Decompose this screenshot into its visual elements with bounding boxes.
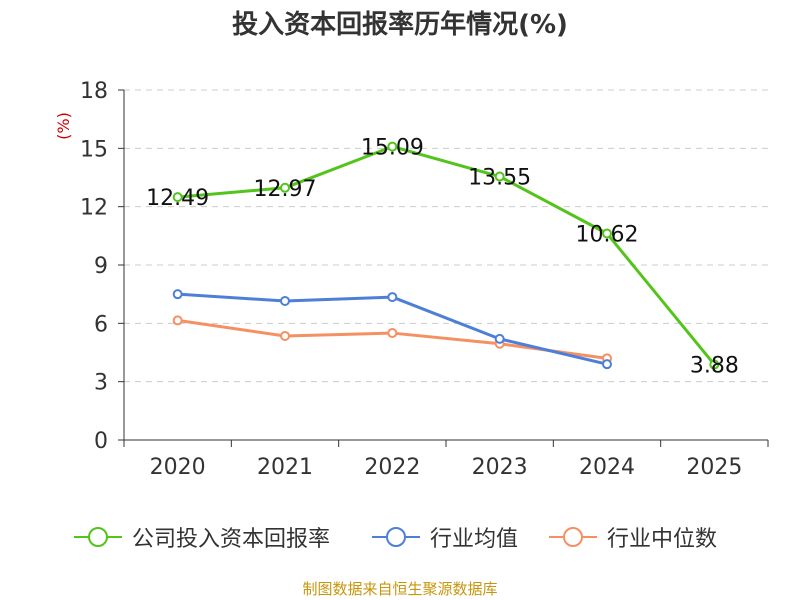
y-tick-label: 12 <box>80 196 108 221</box>
data-label: 15.09 <box>361 136 424 161</box>
legend-item-industry-mean[interactable]: 行业均值 <box>370 520 518 554</box>
data-point-2 <box>387 328 398 339</box>
data-point-0 <box>494 171 505 182</box>
series-line-2 <box>177 318 608 360</box>
data-point-0 <box>280 182 290 193</box>
y-tick-label: 9 <box>94 254 108 279</box>
legend: 公司投入资本回报率 行业均值 行业中位数 <box>0 520 800 554</box>
data-point-1 <box>494 333 505 344</box>
data-point-0 <box>602 228 612 239</box>
legend-swatch-industry-median-icon <box>549 527 597 547</box>
data-point-2 <box>172 315 183 326</box>
chart-title: 投入资本回报率历年情况(%) <box>232 10 568 40</box>
data-label: 13.55 <box>468 166 531 191</box>
legend-swatch-industry-mean-icon <box>372 527 420 547</box>
legend-swatch-company-icon <box>74 527 122 547</box>
y-tick-label: 15 <box>80 137 108 162</box>
data-point-1 <box>172 289 183 300</box>
data-point-1 <box>280 295 290 306</box>
data-point-0 <box>387 141 398 152</box>
x-tick-label: 2020 <box>150 455 206 480</box>
y-tick-label: 18 <box>80 79 108 104</box>
data-label: 3.88 <box>690 354 739 379</box>
data-label: 12.97 <box>254 177 317 202</box>
x-tick-label: 2023 <box>472 455 528 480</box>
data-label: 12.49 <box>146 186 209 211</box>
legend-label-company: 公司投入资本回报率 <box>132 527 331 552</box>
data-label: 10.62 <box>576 223 639 248</box>
legend-item-industry-median[interactable]: 行业中位数 <box>547 520 717 554</box>
series-line-0 <box>177 145 716 366</box>
data-point-0 <box>709 359 720 370</box>
x-tick-label: 2024 <box>579 455 635 480</box>
data-point-0 <box>172 192 183 203</box>
y-tick-label: 6 <box>94 312 108 337</box>
legend-item-company[interactable]: 公司投入资本回报率 <box>72 520 330 554</box>
data-point-1 <box>602 359 612 370</box>
y-axis-label: (%) <box>54 112 73 140</box>
x-tick-label: 2021 <box>257 455 313 480</box>
source-note: 制图数据来自恒生聚源数据库 <box>302 580 498 598</box>
y-tick-label: 3 <box>94 371 108 396</box>
legend-label-industry-median: 行业中位数 <box>607 527 718 552</box>
data-point-1 <box>387 292 398 303</box>
x-tick-label: 2025 <box>686 455 742 480</box>
legend-label-industry-mean: 行业均值 <box>430 527 519 552</box>
x-tick-label: 2022 <box>364 455 420 480</box>
data-point-2 <box>280 330 290 341</box>
y-tick-label: 0 <box>94 429 108 454</box>
